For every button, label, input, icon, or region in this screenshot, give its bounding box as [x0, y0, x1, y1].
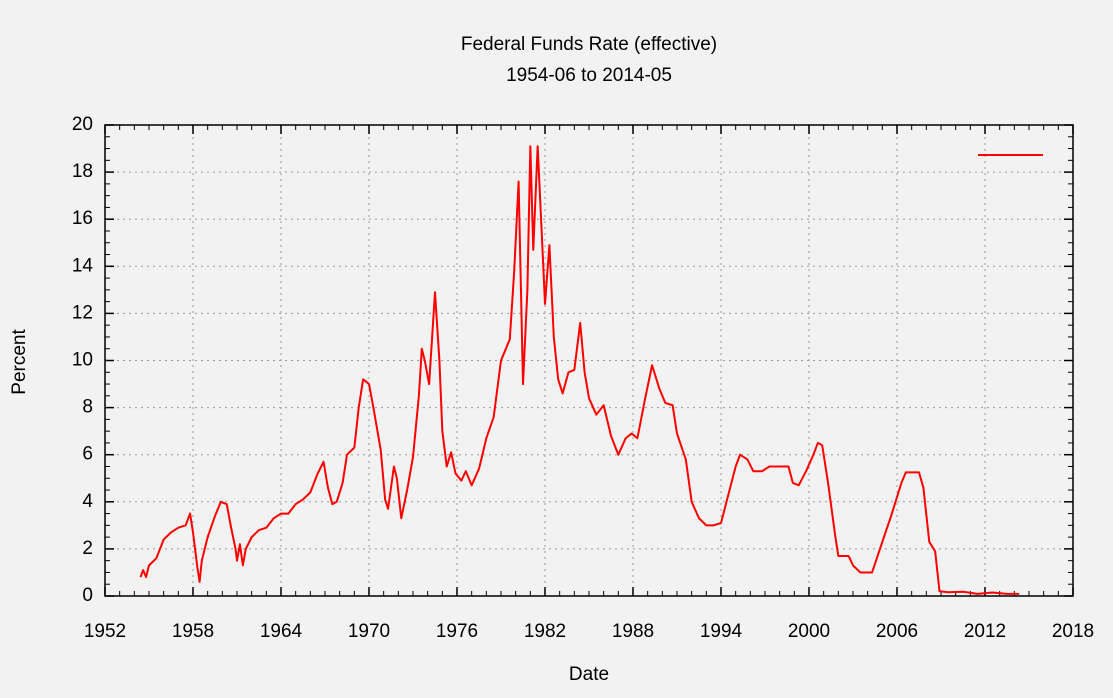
y-tick-label: 18	[72, 161, 93, 182]
x-tick-label: 1976	[436, 621, 478, 642]
x-tick-label: 2006	[876, 621, 918, 642]
y-tick-label: 2	[82, 538, 93, 559]
x-tick-label: 1994	[700, 621, 743, 642]
y-tick-label: 12	[72, 302, 93, 323]
y-tick-label: 10	[72, 350, 93, 371]
y-tick-label: 8	[82, 397, 93, 418]
x-tick-label: 2000	[788, 621, 830, 642]
x-tick-label: 1958	[172, 621, 214, 642]
plot-area	[105, 125, 1073, 596]
x-tick-label: 2018	[1052, 621, 1094, 642]
chart-subtitle: 1954-06 to 2014-05	[506, 65, 672, 86]
data-line	[139, 145, 1020, 595]
x-tick-label: 1982	[524, 621, 566, 642]
x-tick-label: 1952	[84, 621, 126, 642]
chart-title: Federal Funds Rate (effective)	[461, 34, 717, 55]
y-tick-label: 4	[82, 491, 93, 512]
y-tick-label: 0	[82, 585, 93, 606]
x-tick-label: 1988	[612, 621, 654, 642]
y-tick-label: 14	[72, 255, 94, 276]
y-axis-label: Percent	[9, 329, 30, 395]
y-tick-label: 6	[82, 444, 93, 465]
y-tick-label: 16	[72, 208, 93, 229]
x-axis-label: Date	[569, 664, 609, 685]
x-tick-label: 2012	[964, 621, 1006, 642]
plot-frame	[104, 124, 1074, 597]
x-tick-label: 1964	[260, 621, 303, 642]
y-tick-label: 20	[72, 114, 93, 135]
x-tick-label: 1970	[348, 621, 390, 642]
